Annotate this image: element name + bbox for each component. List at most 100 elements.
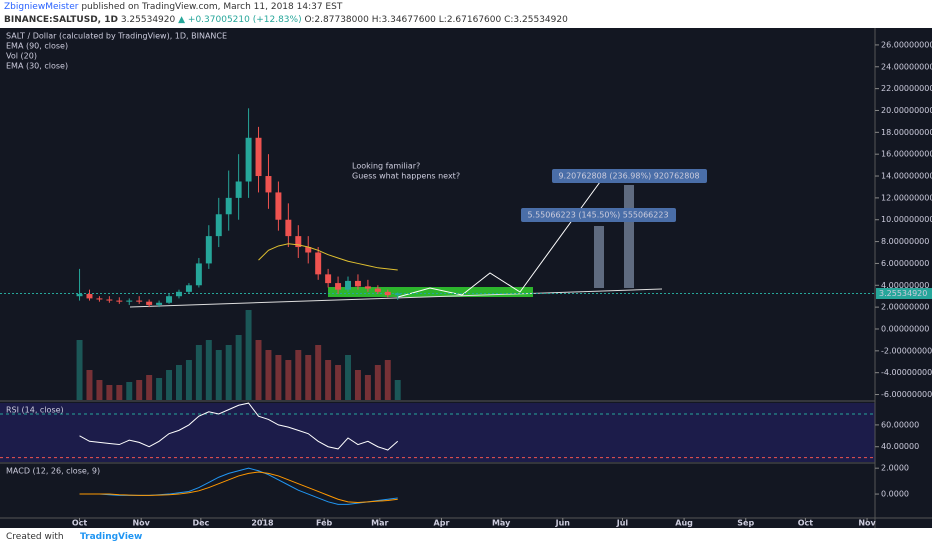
x-tick-label: Aug <box>675 519 693 528</box>
y-tick-label: 18.00000000 <box>881 128 932 137</box>
volume-bar <box>136 380 143 400</box>
volume-bar <box>295 350 302 400</box>
accumulation-box <box>328 287 533 297</box>
volume-bar <box>86 370 93 400</box>
candle-body <box>265 176 272 193</box>
candle-body <box>195 263 202 286</box>
volume-bar <box>235 335 242 400</box>
y-tick-label: 4.00000000 <box>881 281 929 290</box>
candle-body <box>215 214 222 237</box>
ema-line <box>258 243 398 271</box>
candle-body <box>394 293 401 296</box>
volume-bar <box>325 360 332 400</box>
volume-bar <box>195 345 202 400</box>
footer-brand[interactable]: TradingView <box>80 532 143 542</box>
volume-bar <box>175 365 182 400</box>
x-tick-label: Oct <box>72 519 88 528</box>
volume-bar <box>205 340 212 400</box>
x-tick-label: Feb <box>316 519 333 528</box>
x-tick-label: Nov <box>132 519 150 528</box>
volume-bar <box>285 360 292 400</box>
y-tick-label: 26.00000000 <box>881 40 932 49</box>
price: 3.25534920 <box>120 15 176 25</box>
candle-body <box>354 280 361 287</box>
y-tick-label: 14.00000000 <box>881 172 932 181</box>
x-tick-label: Apr <box>434 519 450 528</box>
x-tick-label: Oct <box>798 519 814 528</box>
y-tick-label: 20.00000000 <box>881 106 932 115</box>
support-line <box>129 288 663 308</box>
close: C:3.25534920 <box>504 15 568 25</box>
y-tick-label: 6.00000000 <box>881 259 929 268</box>
y-tick-label: -4.00000000 <box>881 368 932 377</box>
volume-bar <box>96 380 103 400</box>
volume-bar <box>146 375 153 400</box>
candle-body <box>76 294 83 297</box>
volume-bar <box>106 385 113 400</box>
x-tick-label: Nov <box>858 519 876 528</box>
volume-bar <box>354 370 361 400</box>
volume-bar <box>364 375 371 400</box>
indicator-label: Vol (20) <box>6 52 37 61</box>
x-tick-label: Jun <box>555 519 571 528</box>
signal-line <box>79 471 398 503</box>
volume-bar <box>255 340 262 400</box>
candle-body <box>86 294 93 299</box>
volume-bar <box>335 365 342 400</box>
volume-bar <box>76 340 83 400</box>
measure-bar <box>594 226 604 288</box>
y-tick-label: 2.0000 <box>881 464 909 473</box>
y-tick-label: 8.00000000 <box>881 237 929 246</box>
candle-body <box>185 285 192 292</box>
candle-body <box>225 197 232 215</box>
x-tick-label: Dec <box>192 519 209 528</box>
volume-bar <box>215 350 222 400</box>
symbol-line: BINANCE:SALTUSD, 1D 3.25534920 ▲ +0.3700… <box>4 15 568 25</box>
volume-bar <box>156 378 163 400</box>
candle-body <box>126 300 133 302</box>
rsi-band <box>0 403 875 462</box>
measure-box <box>521 208 676 222</box>
y-tick-label: 16.00000000 <box>881 150 932 159</box>
candle-body <box>136 300 143 302</box>
y-tick-label: 10.00000000 <box>881 215 932 224</box>
volume-bar <box>185 360 192 400</box>
y-tick-label: 40.00000 <box>881 442 919 451</box>
y-tick-label: -6.00000000 <box>881 390 932 399</box>
candle-body <box>146 301 153 305</box>
rsi-title: RSI (14, close) <box>6 406 64 415</box>
volume-bar <box>225 345 232 400</box>
candle-body <box>245 137 252 182</box>
volume-bar <box>384 360 391 400</box>
measure-box <box>552 169 707 183</box>
published: published on TradingView.com, March 11, … <box>81 2 343 12</box>
chart: 26.00000000 24.00000000 22.00000000 20.0000… <box>0 28 932 528</box>
measure-bar <box>624 185 634 288</box>
volume-bar <box>394 380 401 400</box>
indicator-label: EMA (30, close) <box>6 62 68 71</box>
low: L:2.67167600 <box>438 15 502 25</box>
candle-body <box>166 296 173 303</box>
y-tick-label: 2.00000000 <box>881 303 929 312</box>
y-tick-label: -2.00000000 <box>881 346 932 355</box>
candle-body <box>235 181 242 198</box>
candle-body <box>325 274 332 284</box>
author[interactable]: ZbigniewMeister <box>4 2 79 12</box>
symbol: BINANCE:SALTUSD, 1D <box>4 15 118 25</box>
annotation: Guess what happens next? <box>352 172 460 181</box>
x-tick-label: Mar <box>371 519 388 528</box>
candle-body <box>315 252 322 275</box>
y-tick-label: 24.00000000 <box>881 62 932 71</box>
x-tick-label: Sep <box>737 519 754 528</box>
candle-body <box>285 219 292 237</box>
candle-body <box>335 283 342 290</box>
macd-title: MACD (12, 26, close, 9) <box>6 467 100 476</box>
volume-bar <box>126 382 133 400</box>
open: O:2.87738000 <box>304 15 369 25</box>
measure-label: 5.55066223 (145.50%) 555066223 <box>527 211 668 220</box>
candle-body <box>156 302 163 305</box>
y-tick-label: 0.0000 <box>881 490 909 499</box>
x-tick-label: May <box>492 519 511 528</box>
projection-arrows <box>397 181 601 298</box>
